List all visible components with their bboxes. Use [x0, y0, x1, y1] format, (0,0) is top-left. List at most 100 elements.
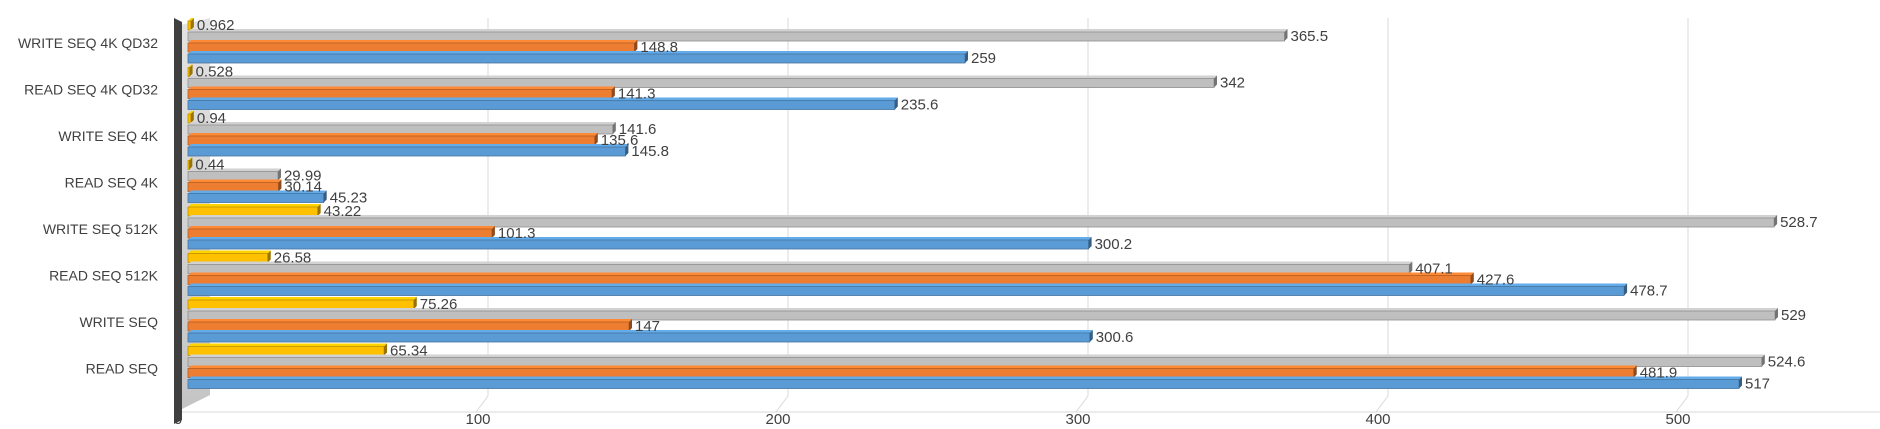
bar-top — [188, 133, 598, 136]
bar-end — [1774, 215, 1778, 227]
data-label: 43.22 — [324, 203, 362, 220]
bar-top — [188, 97, 898, 101]
bar-end — [190, 18, 194, 30]
bar — [187, 160, 190, 170]
bar — [187, 146, 626, 157]
bar-end — [1739, 376, 1742, 389]
bar-end — [629, 319, 632, 331]
bar-end — [1089, 330, 1093, 342]
data-label: 135.6 — [601, 132, 639, 149]
bar-top — [188, 250, 271, 254]
bar — [187, 89, 613, 99]
data-label: 529 — [1781, 307, 1806, 324]
data-label: 0.962 — [197, 17, 235, 34]
x-tick-label: 400 — [1365, 411, 1390, 428]
category-label: WRITE SEQ 512K — [43, 221, 159, 237]
data-label: 481.9 — [1640, 365, 1678, 382]
bar — [187, 228, 493, 239]
bar-end — [894, 97, 898, 110]
bar — [187, 368, 1635, 378]
bar — [187, 206, 319, 217]
bar-end — [491, 226, 495, 238]
data-label: 524.6 — [1768, 354, 1806, 371]
bar — [187, 20, 192, 31]
bar — [187, 42, 635, 53]
bar-top — [188, 297, 417, 300]
data-label: 30.14 — [284, 179, 322, 196]
data-label: 407.1 — [1415, 261, 1453, 278]
bar — [187, 346, 385, 356]
bar — [187, 135, 596, 146]
data-label: 145.8 — [631, 143, 669, 160]
bar-end — [1761, 354, 1765, 367]
category-label: READ SEQ — [86, 361, 158, 377]
bar-end — [634, 40, 638, 52]
bar-end — [317, 204, 321, 216]
bar-top — [188, 354, 1765, 358]
data-label: 45.23 — [330, 190, 368, 207]
bar-end — [625, 144, 629, 156]
bar-top — [188, 204, 321, 207]
data-label: 101.3 — [498, 225, 536, 242]
bar-end — [413, 297, 417, 309]
category-label: READ SEQ 4K — [65, 175, 159, 191]
data-label: 517 — [1745, 376, 1770, 393]
bar-end — [189, 157, 193, 170]
bar — [187, 286, 1625, 296]
data-label: 147 — [635, 318, 660, 335]
bar-top — [188, 261, 1413, 265]
bars — [187, 18, 1778, 389]
bar — [187, 275, 1472, 285]
bar-top — [188, 343, 388, 347]
bar-top — [188, 319, 632, 322]
bar — [187, 321, 630, 332]
bar-end — [267, 250, 271, 263]
bar-top — [188, 308, 1778, 311]
bar-end — [965, 51, 968, 63]
bar-end — [1284, 29, 1288, 41]
x-tick-label: 500 — [1665, 411, 1690, 428]
gridline-floor — [475, 395, 489, 413]
y-axis-line — [174, 18, 182, 424]
bar-top — [188, 86, 615, 90]
bar — [187, 253, 269, 263]
data-label: 148.8 — [640, 39, 678, 56]
bar — [187, 53, 966, 64]
bar — [187, 264, 1410, 274]
bar — [187, 67, 190, 77]
bar — [187, 113, 192, 124]
bar-end — [1214, 75, 1217, 88]
bar — [187, 124, 614, 135]
category-label: WRITE SEQ 4K QD32 — [18, 35, 158, 51]
bar — [187, 239, 1089, 250]
bar-top — [188, 283, 1628, 287]
x-tick-label: 200 — [765, 411, 790, 428]
bar-top — [188, 215, 1778, 218]
data-label: 427.6 — [1477, 272, 1515, 289]
bar-top — [188, 330, 1093, 333]
bar — [187, 78, 1215, 88]
data-label: 65.34 — [390, 343, 428, 360]
category-label: READ SEQ 4K QD32 — [24, 82, 158, 98]
data-label: 478.7 — [1630, 283, 1668, 300]
data-label: 29.99 — [284, 168, 322, 185]
bar — [187, 217, 1775, 228]
bar — [187, 299, 415, 310]
bar-top — [188, 18, 194, 21]
gridline-floor — [1375, 395, 1389, 413]
data-label: 528.7 — [1780, 214, 1818, 231]
bar-top — [188, 190, 327, 194]
data-label: 75.26 — [420, 296, 458, 313]
bar — [187, 100, 896, 110]
bar-end — [278, 179, 282, 192]
bar-end — [189, 64, 193, 77]
bar-end — [611, 86, 615, 99]
bar-top — [188, 40, 638, 43]
bar-top — [188, 64, 193, 68]
x-tick-label: 300 — [1065, 411, 1090, 428]
bar-end — [1633, 365, 1637, 378]
bar-end — [1624, 283, 1628, 296]
bar-top — [188, 237, 1092, 240]
bar-top — [188, 365, 1637, 369]
data-label: 300.2 — [1095, 236, 1133, 253]
